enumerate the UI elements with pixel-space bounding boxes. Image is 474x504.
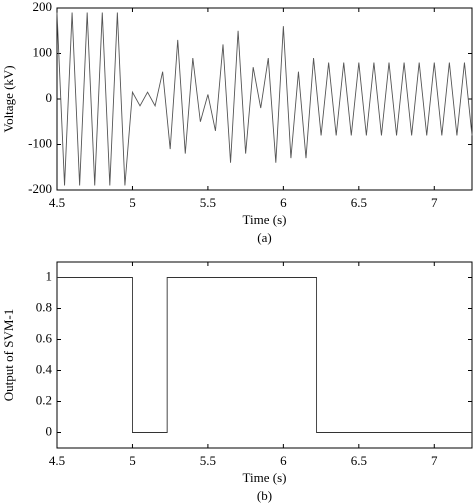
x-axis-label: Time (s) bbox=[243, 212, 287, 227]
x-tick-label: 4.5 bbox=[49, 453, 65, 468]
y-tick-label: 100 bbox=[33, 44, 53, 59]
y-axis-label: Voltage (kV) bbox=[1, 65, 16, 132]
x-tick-label: 6.5 bbox=[351, 453, 367, 468]
y-tick-label: -100 bbox=[28, 135, 52, 150]
x-tick-label: 7 bbox=[431, 453, 438, 468]
x-tick-label: 6 bbox=[280, 195, 287, 210]
caption: (b) bbox=[257, 488, 272, 503]
x-tick-label: 5 bbox=[129, 453, 136, 468]
y-tick-label: 0.8 bbox=[36, 299, 52, 314]
caption: (a) bbox=[257, 230, 271, 245]
y-tick-label: -200 bbox=[28, 181, 52, 196]
x-tick-label: 5.5 bbox=[200, 453, 216, 468]
x-tick-label: 4.5 bbox=[49, 195, 65, 210]
y-tick-label: 200 bbox=[33, 0, 53, 14]
y-tick-label: 0.6 bbox=[36, 330, 53, 345]
y-tick-label: 0 bbox=[46, 90, 53, 105]
plot-frame bbox=[56, 261, 473, 449]
x-axis-label: Time (s) bbox=[243, 470, 287, 485]
data-line bbox=[57, 277, 472, 433]
plot-frame bbox=[56, 7, 473, 191]
y-tick-label: 0.2 bbox=[36, 392, 52, 407]
x-tick-label: 5 bbox=[129, 195, 136, 210]
y-tick-label: 1 bbox=[46, 268, 53, 283]
x-tick-label: 6.5 bbox=[351, 195, 367, 210]
data-line bbox=[56, 12, 473, 186]
x-tick-label: 7 bbox=[431, 195, 438, 210]
y-axis-label: Output of SVM-1 bbox=[1, 309, 16, 401]
x-tick-label: 5.5 bbox=[200, 195, 216, 210]
y-tick-label: 0 bbox=[46, 423, 53, 438]
y-tick-label: 0.4 bbox=[36, 361, 53, 376]
x-tick-label: 6 bbox=[280, 453, 287, 468]
